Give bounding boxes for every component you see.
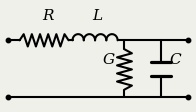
Text: C: C bbox=[170, 53, 181, 67]
Text: G: G bbox=[103, 53, 115, 67]
Text: R: R bbox=[42, 9, 54, 23]
Text: L: L bbox=[92, 9, 102, 23]
